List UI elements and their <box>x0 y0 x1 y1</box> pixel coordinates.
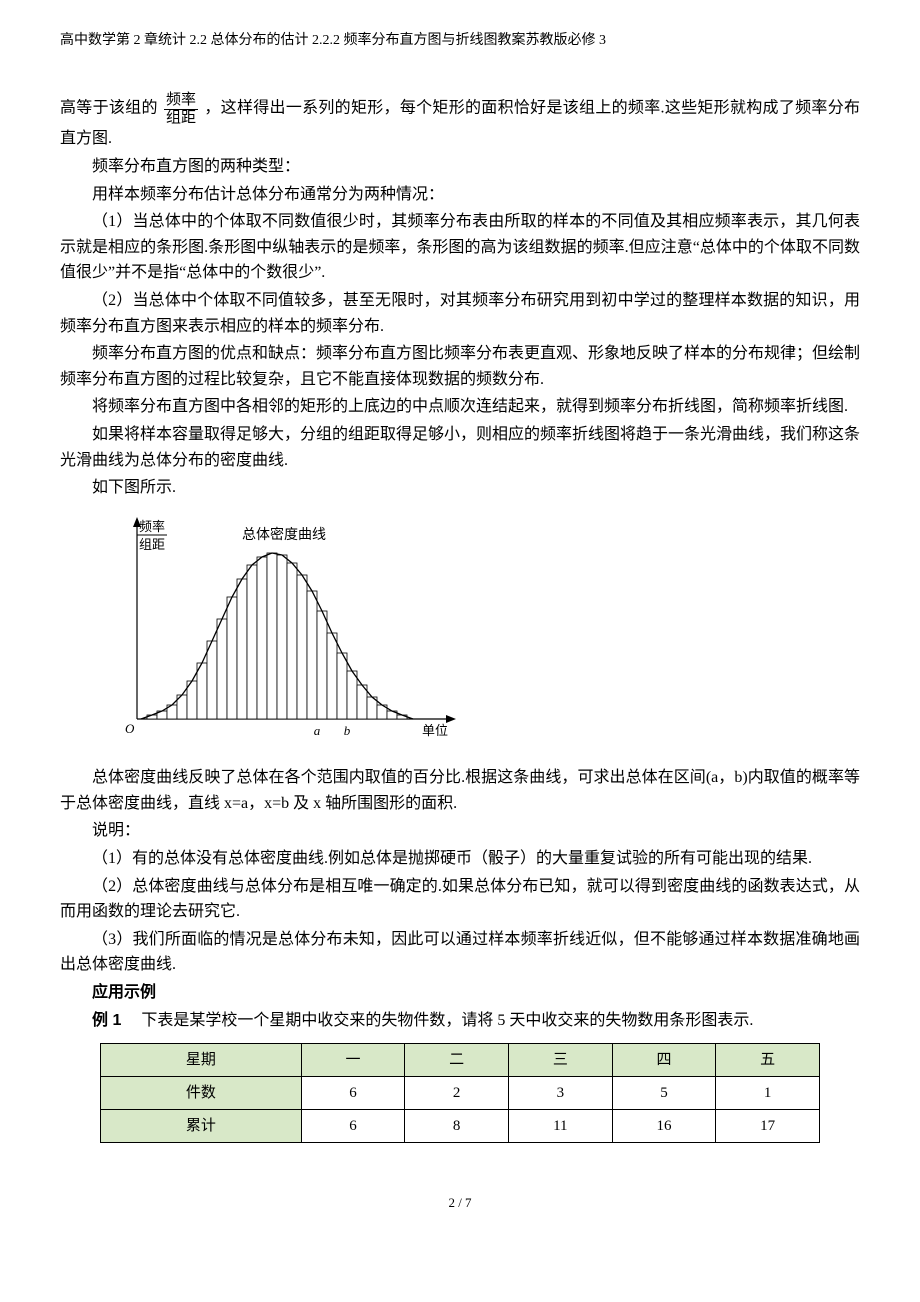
svg-text:总体密度曲线: 总体密度曲线 <box>242 526 326 543</box>
svg-text:a: a <box>314 723 321 738</box>
table-row-header: 件数 <box>101 1077 302 1110</box>
svg-text:b: b <box>344 723 351 738</box>
example-label: 例 1 <box>92 1012 121 1029</box>
table-cell: 5 <box>612 1077 716 1110</box>
paragraph: 将频率分布直方图中各相邻的矩形的上底边的中点顺次连结起来，就得到频率分布折线图，… <box>60 394 860 420</box>
table-cell: 11 <box>509 1110 613 1143</box>
table-cell: 6 <box>301 1077 405 1110</box>
paragraph: 如果将样本容量取得足够大，分组的组距取得足够小，则相应的频率折线图将趋于一条光滑… <box>60 422 860 473</box>
example-1: 例 1 下表是某学校一个星期中收交来的失物件数，请将 5 天中收交来的失物数用条… <box>60 1008 860 1034</box>
paragraph: 总体密度曲线反映了总体在各个范围内取值的百分比.根据这条曲线，可求出总体在区间(… <box>60 765 860 816</box>
table-header-cell: 星期 <box>101 1044 302 1077</box>
table-row-header: 累计 <box>101 1110 302 1143</box>
table-cell: 17 <box>716 1110 820 1143</box>
table-cell: 1 <box>716 1077 820 1110</box>
lost-items-table: 星期一二三四五 件数62351累计68111617 <box>100 1043 820 1143</box>
table-header-cell: 二 <box>405 1044 509 1077</box>
fraction: 频率 组距 <box>164 92 198 126</box>
svg-text:O: O <box>125 721 135 736</box>
svg-text:组距: 组距 <box>139 537 165 552</box>
table-cell: 3 <box>509 1077 613 1110</box>
table-header-cell: 一 <box>301 1044 405 1077</box>
table-header-cell: 五 <box>716 1044 820 1077</box>
paragraph: （1）当总体中的个体取不同数值很少时，其频率分布表由所取的样本的不同值及其相应频… <box>60 209 860 286</box>
svg-text:频率: 频率 <box>139 519 165 534</box>
paragraph: 如下图所示. <box>60 475 860 501</box>
section-apply: 应用示例 <box>60 980 860 1006</box>
table-cell: 2 <box>405 1077 509 1110</box>
density-curve-diagram: 频率组距 总体密度曲线 a b O 单位 <box>92 509 860 758</box>
example-text: 下表是某学校一个星期中收交来的失物件数，请将 5 天中收交来的失物数用条形图表示… <box>125 1012 753 1029</box>
density-svg: 频率组距 总体密度曲线 a b O 单位 <box>92 509 472 749</box>
paragraph: 频率分布直方图的两种类型： <box>60 154 860 180</box>
paragraph: （2）当总体中个体取不同值较多，甚至无限时，对其频率分布研究用到初中学过的整理样… <box>60 288 860 339</box>
paragraph: 用样本频率分布估计总体分布通常分为两种情况： <box>60 182 860 208</box>
page-footer: 2 / 7 <box>60 1193 860 1214</box>
table-header-cell: 四 <box>612 1044 716 1077</box>
table-header-cell: 三 <box>509 1044 613 1077</box>
table-cell: 8 <box>405 1110 509 1143</box>
table-row: 累计68111617 <box>101 1110 820 1143</box>
paragraph: （3）我们所面临的情况是总体分布未知，因此可以通过样本频率折线近似，但不能够通过… <box>60 927 860 978</box>
paragraph: 频率分布直方图的优点和缺点：频率分布直方图比频率分布表更直观、形象地反映了样本的… <box>60 341 860 392</box>
table-cell: 16 <box>612 1110 716 1143</box>
intro-line: 高等于该组的 频率 组距 ，这样得出一系列的矩形，每个矩形的面积恰好是该组上的频… <box>60 92 860 152</box>
paragraph: （1）有的总体没有总体密度曲线.例如总体是抛掷硬币（骰子）的大量重复试验的所有可… <box>60 846 860 872</box>
text: 高等于该组的 <box>60 100 158 117</box>
paragraph: （2）总体密度曲线与总体分布是相互唯一确定的.如果总体分布已知，就可以得到密度曲… <box>60 874 860 925</box>
table-row: 件数62351 <box>101 1077 820 1110</box>
table-body: 件数62351累计68111617 <box>101 1077 820 1143</box>
page-header: 高中数学第 2 章统计 2.2 总体分布的估计 2.2.2 频率分布直方图与折线… <box>60 30 860 52</box>
svg-text:单位: 单位 <box>422 723 448 738</box>
table-header-row: 星期一二三四五 <box>101 1044 820 1077</box>
table-cell: 6 <box>301 1110 405 1143</box>
frac-den: 组距 <box>164 110 198 127</box>
frac-num: 频率 <box>164 92 198 110</box>
paragraph: 说明： <box>60 818 860 844</box>
